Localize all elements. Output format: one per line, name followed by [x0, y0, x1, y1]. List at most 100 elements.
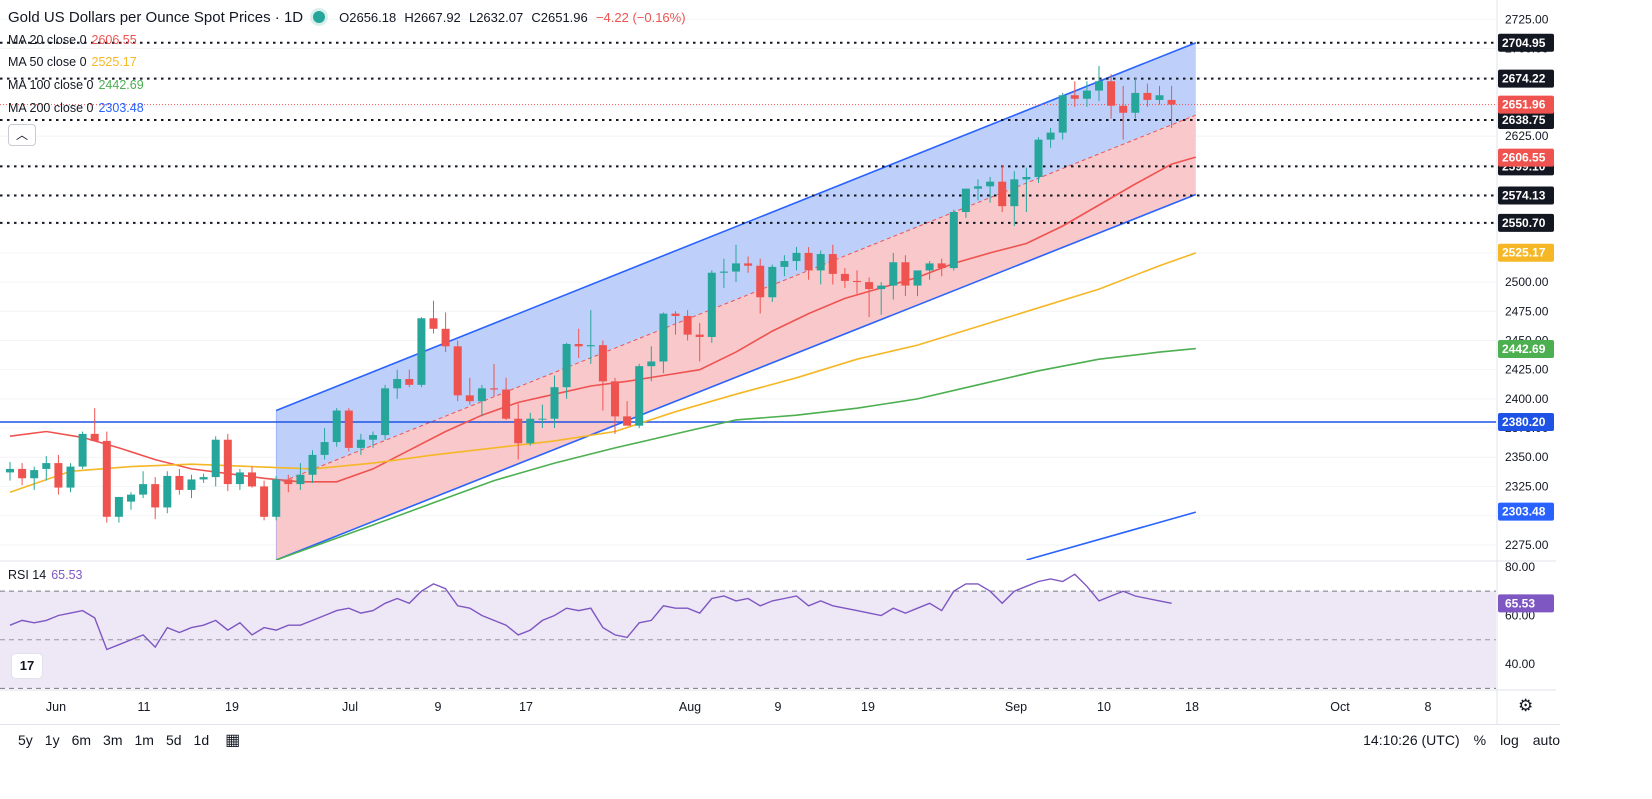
timeframe-1y[interactable]: 1y: [44, 732, 60, 748]
candle-body: [18, 468, 27, 479]
candle-body: [1070, 95, 1079, 99]
candle-body: [1022, 176, 1031, 180]
time-tick-label: Jun: [46, 700, 66, 714]
timeframe-3m[interactable]: 3m: [103, 732, 123, 748]
candle-body: [1131, 92, 1140, 113]
level-price-tag: 2380.20: [1502, 415, 1546, 429]
candle-body: [514, 418, 523, 444]
ma200-legend[interactable]: MA 200 close 0 2303.48: [8, 101, 144, 115]
channel-upper-line: [275, 41, 1197, 412]
percent-scale-button[interactable]: %: [1473, 732, 1487, 748]
candle-body: [744, 263, 753, 266]
symbol-title: Gold US Dollars per Ounce Spot Prices · …: [8, 8, 304, 26]
candle-body: [393, 379, 402, 389]
auto-scale-button[interactable]: auto: [1532, 732, 1560, 748]
candle-body: [949, 212, 958, 269]
level-price-tag-bg: [1498, 69, 1554, 88]
ma-label: MA 200 close 0: [8, 101, 94, 115]
candle-body: [90, 433, 99, 441]
timeframe-5y[interactable]: 5y: [18, 732, 33, 748]
ma20-legend[interactable]: MA 20 close 0 2606.55: [8, 33, 137, 47]
level-price-tag: 2674.22: [1502, 72, 1546, 86]
candle-body: [139, 484, 148, 495]
candle-body: [840, 273, 849, 281]
candle-body: [1046, 132, 1055, 140]
candle-body: [816, 254, 825, 271]
candle-body: [1010, 179, 1019, 207]
tradingview-logo-icon[interactable]: 17: [12, 654, 42, 678]
ma-price-tag-bg: [1498, 243, 1554, 262]
rsi-line: [9, 573, 1172, 651]
log-scale-button[interactable]: log: [1500, 732, 1519, 748]
ma-price-tag-bg: [1498, 148, 1554, 167]
candle-body: [78, 433, 87, 467]
candle-body: [1095, 81, 1103, 91]
timeframe-selector: 5y 1y 6m 3m 1m 5d 1d: [12, 732, 215, 748]
candle-body: [332, 410, 341, 443]
candle-body: [260, 486, 269, 517]
gear-icon[interactable]: ⚙: [1518, 696, 1534, 715]
ma-value: 2442.69: [98, 78, 144, 92]
ma-value: 2303.48: [98, 101, 144, 115]
candle-body: [502, 389, 511, 419]
time-tick-label: Sep: [1005, 700, 1027, 714]
high-value: H2667.92: [404, 9, 461, 25]
ma-price-tag-bg: [1498, 340, 1554, 359]
price-tick-label: 2425.00: [1505, 363, 1549, 377]
timeframe-1m[interactable]: 1m: [134, 732, 154, 748]
price-axis: 2275.002300.002325.002350.002375.002400.…: [1498, 12, 1554, 552]
ma-price-tag-bg: [1498, 502, 1554, 521]
market-status-icon: [313, 11, 326, 23]
price-tick-label: 2350.00: [1505, 450, 1549, 464]
level-price-tag: 2574.13: [1502, 189, 1546, 203]
candle-body: [66, 466, 75, 488]
level-price-tag-bg: [1498, 111, 1554, 130]
change-value: −4.22 (−0.16%): [595, 9, 686, 25]
clock-time[interactable]: 14:10:26 (UTC): [1363, 732, 1460, 748]
candle-body: [320, 442, 329, 455]
candle-body: [865, 282, 874, 290]
candle-body: [828, 254, 837, 274]
candle-body: [647, 361, 656, 367]
candle-body: [695, 334, 704, 337]
candle-body: [441, 328, 450, 347]
candle-body: [42, 463, 51, 469]
rsi-tick-label: 80.00: [1505, 560, 1535, 574]
rsi-legend[interactable]: RSI 14 65.53: [8, 568, 83, 582]
timeframe-6m[interactable]: 6m: [71, 732, 92, 748]
open-value: O2656.18: [339, 9, 397, 25]
time-tick-label: Aug: [679, 700, 701, 714]
ma50-legend[interactable]: MA 50 close 0 2525.17: [8, 55, 137, 69]
time-tick-label: 17: [519, 700, 533, 714]
time-tick-label: 19: [861, 700, 875, 714]
ma-price-tag: 2651.96: [1502, 98, 1546, 112]
candle-body: [477, 388, 486, 402]
candle-body: [538, 418, 547, 420]
bottom-toolbar: 5y 1y 6m 3m 1m 5d 1d ▦ 14:10:26 (UTC) % …: [0, 724, 1560, 755]
ma-value: 2525.17: [91, 55, 137, 69]
timeframe-5d[interactable]: 5d: [165, 732, 182, 748]
candle-body: [356, 439, 365, 448]
level-price-tag: 2704.95: [1502, 36, 1546, 50]
collapse-legend-button[interactable]: ︿: [8, 124, 36, 146]
time-tick-label: 9: [435, 700, 442, 714]
candle-body: [889, 262, 898, 286]
candle-body: [719, 271, 728, 273]
candle-body: [732, 263, 740, 272]
candle-body: [1143, 92, 1152, 100]
candle-body: [175, 475, 184, 490]
ma-label: MA 50 close 0: [8, 55, 87, 69]
candle-body: [877, 285, 886, 290]
calendar-icon[interactable]: ▦: [225, 732, 241, 749]
ma-line-ma100: [275, 347, 1196, 560]
ma100-legend[interactable]: MA 100 close 0 2442.69: [8, 78, 144, 92]
candle-body: [937, 263, 946, 269]
rsi-price-tag-bg: [1498, 594, 1554, 613]
candle-body: [550, 387, 559, 419]
timeframe-1d[interactable]: 1d: [193, 732, 210, 748]
price-tick-label: 2325.00: [1505, 479, 1549, 493]
candle-body: [659, 313, 668, 362]
close-value: C2651.96: [531, 9, 588, 25]
